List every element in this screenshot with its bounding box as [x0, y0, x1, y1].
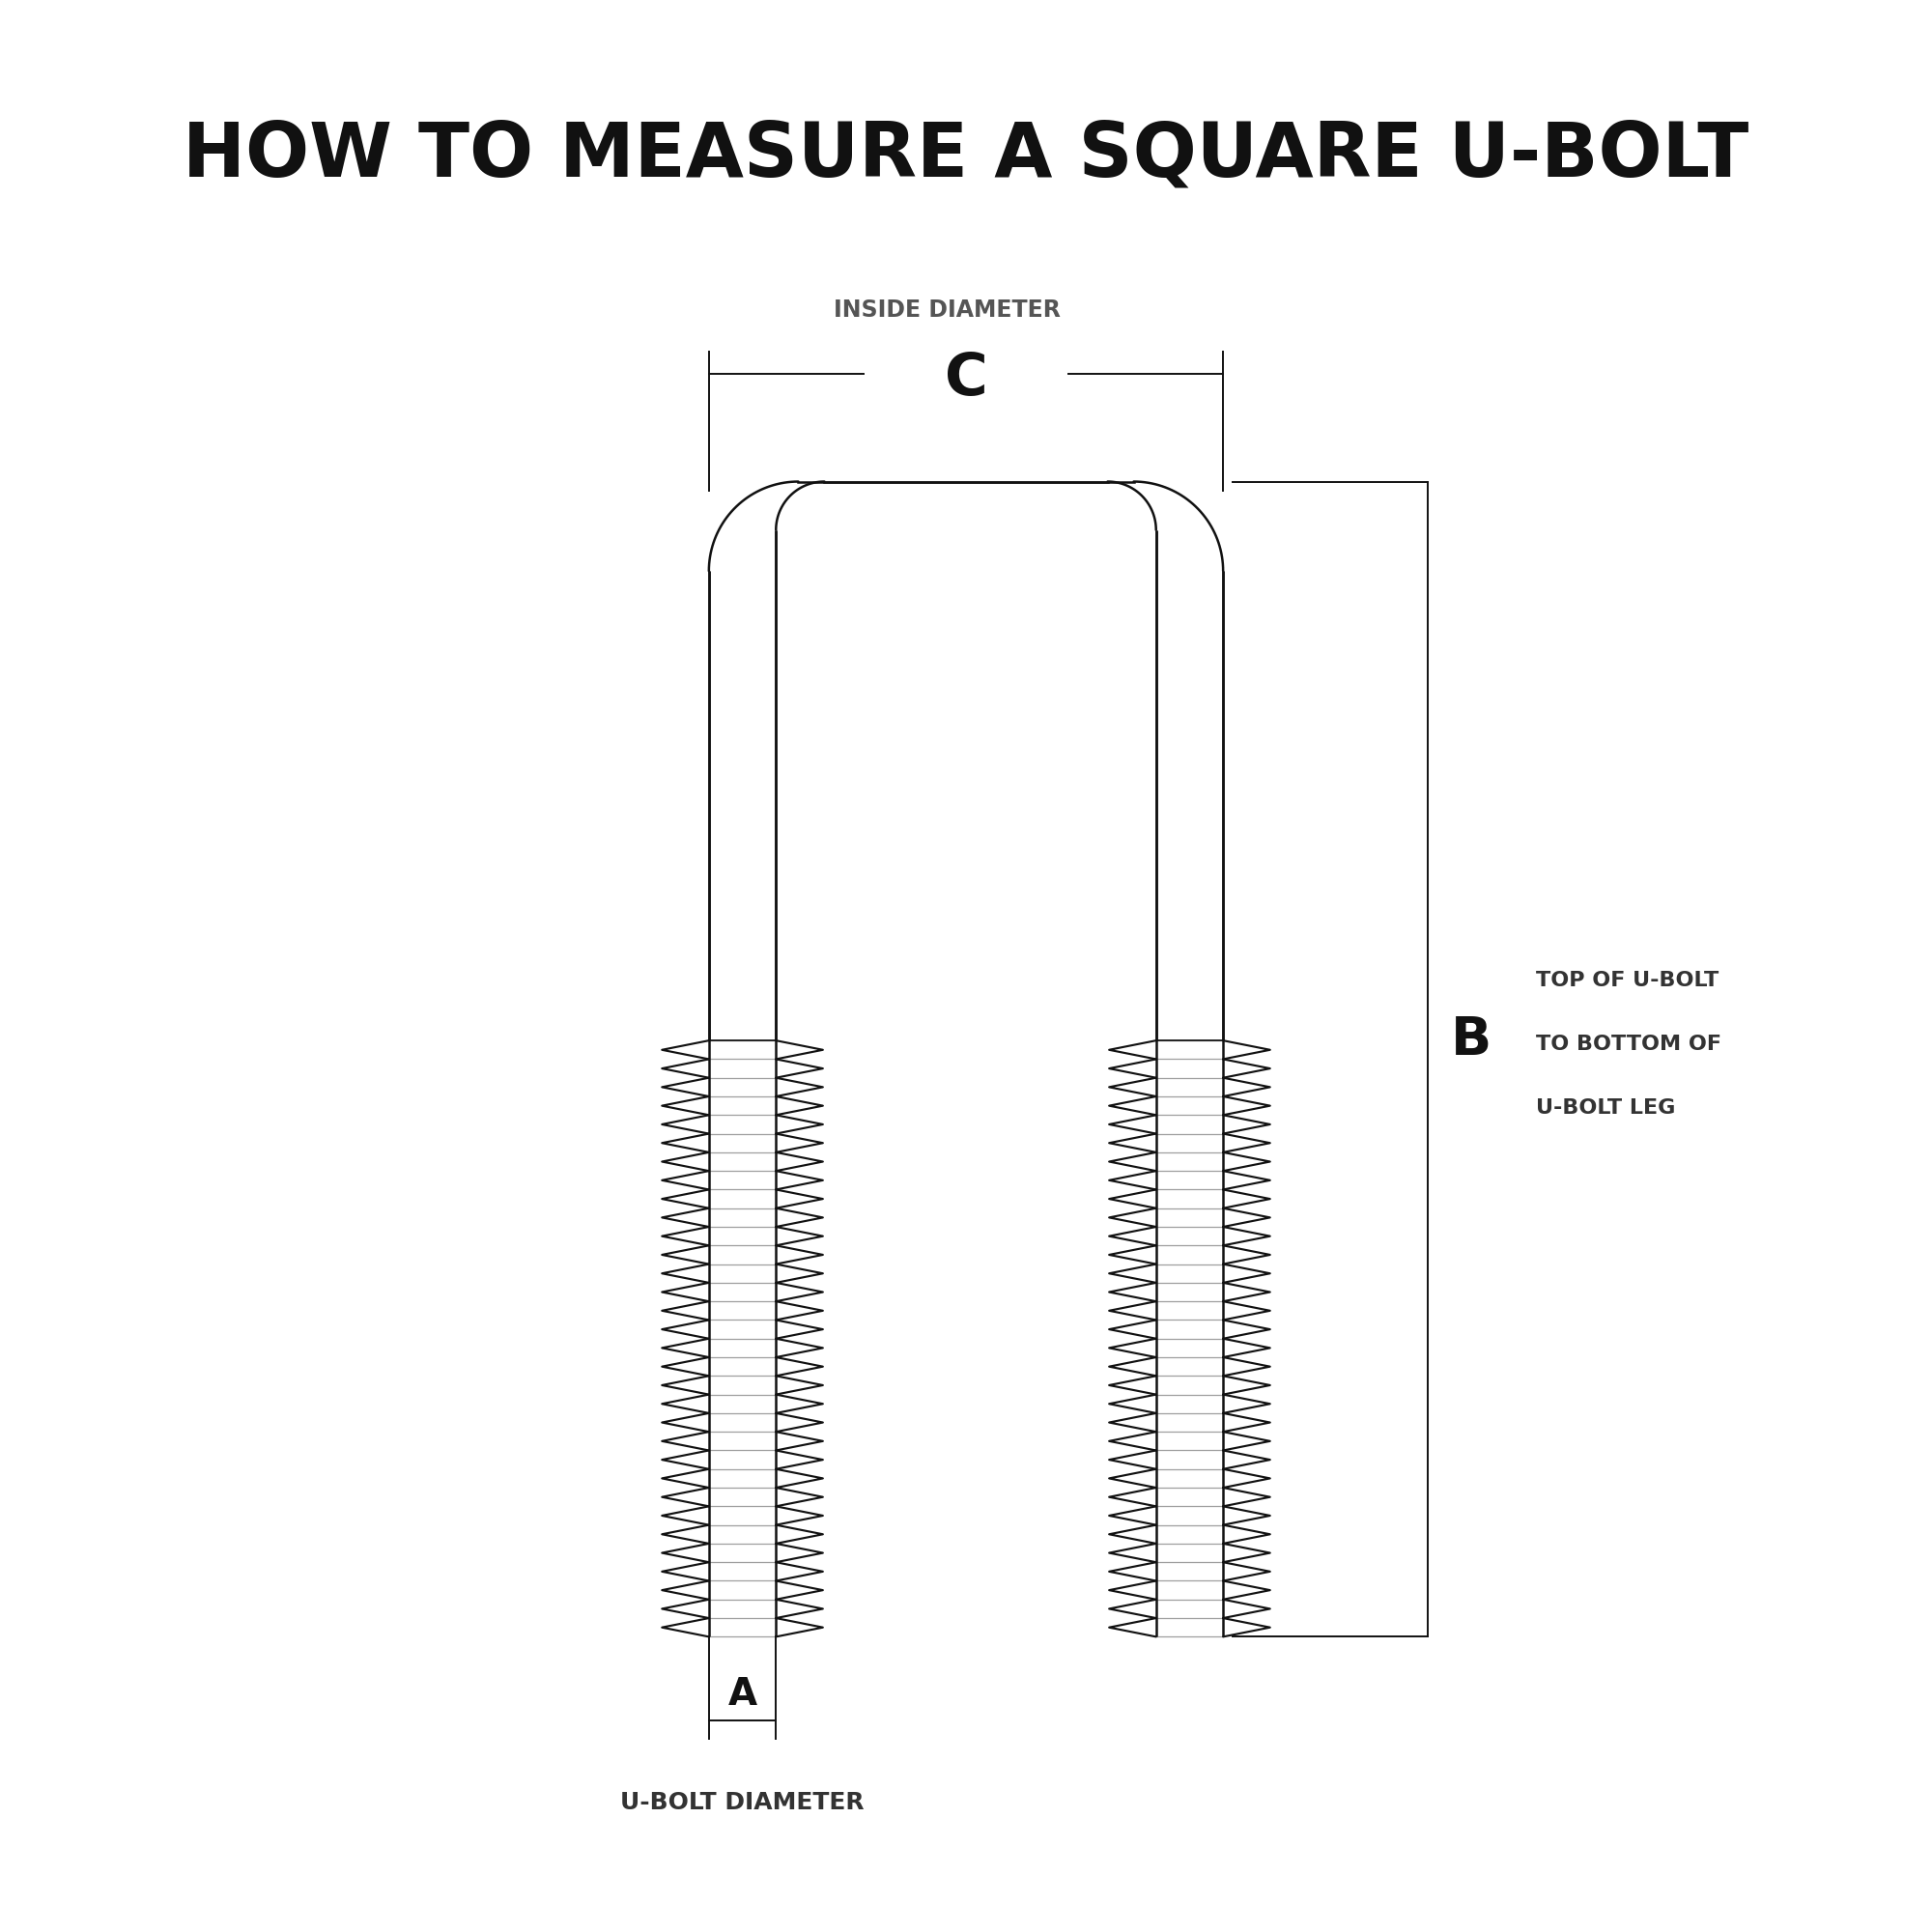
Text: HOW TO MEASURE A SQUARE U-BOLT: HOW TO MEASURE A SQUARE U-BOLT [184, 118, 1748, 191]
Text: U-BOLT DIAMETER: U-BOLT DIAMETER [620, 1791, 864, 1814]
Text: TOP OF U-BOLT: TOP OF U-BOLT [1536, 972, 1719, 991]
Text: B: B [1451, 1014, 1492, 1066]
Text: TO BOTTOM OF: TO BOTTOM OF [1536, 1036, 1721, 1055]
Text: INSIDE DIAMETER: INSIDE DIAMETER [835, 298, 1061, 321]
Text: C: C [945, 350, 987, 408]
Text: U-BOLT LEG: U-BOLT LEG [1536, 1097, 1675, 1117]
Text: A: A [728, 1677, 757, 1714]
